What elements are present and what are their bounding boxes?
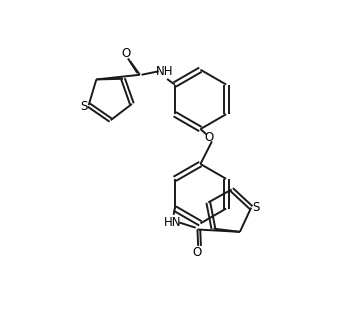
Text: NH: NH	[156, 65, 173, 78]
Text: O: O	[205, 131, 214, 144]
Text: HN: HN	[164, 216, 182, 229]
Text: O: O	[121, 47, 131, 60]
Text: O: O	[192, 246, 201, 259]
Text: S: S	[80, 100, 87, 113]
Text: S: S	[253, 201, 260, 214]
